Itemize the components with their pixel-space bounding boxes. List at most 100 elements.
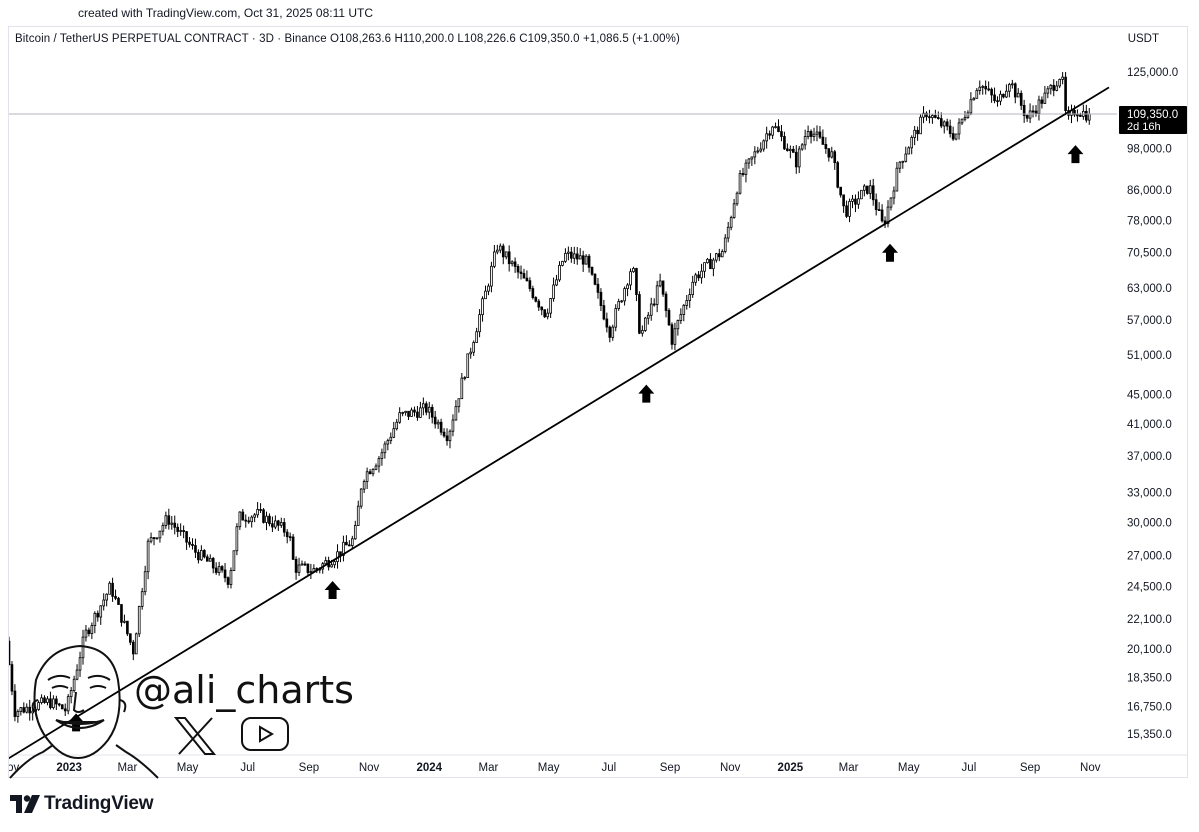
candle-body	[679, 314, 683, 321]
candle-body	[490, 265, 493, 287]
candle-body	[543, 309, 547, 318]
candle-body	[1022, 104, 1026, 116]
candle-body	[670, 324, 674, 345]
candle-body	[102, 599, 106, 607]
candle-body	[309, 571, 313, 573]
candle-body	[818, 131, 822, 138]
candle-body	[81, 636, 85, 659]
tradingview-wordmark: TradingView	[44, 793, 154, 814]
candle-body	[259, 509, 262, 511]
candle-body	[75, 669, 79, 680]
candle-body	[457, 398, 461, 408]
candle-body	[552, 284, 555, 299]
candle-body	[800, 144, 804, 150]
candle-body	[768, 133, 771, 136]
y-tick-label: 18,350.0	[1127, 673, 1172, 685]
candle-body	[1040, 99, 1044, 104]
x-tick-label: Jul	[240, 762, 255, 774]
candle-body	[809, 131, 813, 137]
chart-frame[interactable]: 125,000.0 98,000.0 86,000.0 78,000.0 70,500.…	[8, 26, 1188, 778]
candle-body	[66, 696, 70, 712]
candle-body	[40, 697, 43, 703]
candle-body	[294, 558, 298, 573]
candle-body	[469, 351, 473, 355]
candle-body	[685, 300, 689, 306]
y-tick-label: 20,100.0	[1127, 644, 1172, 656]
candle-body	[1019, 92, 1023, 106]
candle-body	[969, 99, 973, 114]
candle-body	[13, 690, 17, 717]
support-arrow-icon	[881, 243, 898, 262]
candle-body	[564, 252, 567, 262]
candle-body	[744, 162, 748, 175]
y-tick-label: 15,350.0	[1127, 729, 1172, 741]
candle-body	[827, 148, 831, 158]
candle-body	[410, 409, 413, 417]
candle-body	[451, 419, 455, 432]
candle-body	[732, 203, 736, 219]
candle-body	[948, 125, 952, 134]
candle-body	[919, 116, 922, 135]
candle-body	[747, 158, 751, 164]
candle-body	[1002, 93, 1005, 98]
candle-body	[765, 133, 768, 142]
candle-body	[865, 185, 869, 194]
candle-body	[587, 255, 591, 268]
candle-body	[578, 255, 582, 260]
y-tick-label: 22,100.0	[1127, 614, 1172, 626]
support-arrow-icon	[324, 580, 341, 599]
candle-body	[1064, 76, 1067, 111]
y-tick-label: 78,000.0	[1127, 216, 1172, 228]
candle-body	[93, 612, 97, 626]
created-with-text: created with TradingView.com, Oct 31, 20…	[78, 6, 374, 20]
candle-body	[824, 144, 828, 149]
candle-body	[217, 566, 221, 573]
candle-body	[134, 633, 138, 655]
ali-charts-watermark	[9, 644, 289, 779]
candle-body	[516, 266, 520, 273]
candle-body	[303, 563, 307, 566]
candle-body	[407, 410, 410, 417]
candle-body	[925, 112, 928, 118]
support-arrow-icon	[1067, 145, 1084, 164]
candle-body	[572, 253, 576, 259]
candle-body	[629, 271, 632, 286]
candle-body	[448, 430, 452, 442]
candle-body	[43, 697, 46, 703]
candle-body	[371, 468, 375, 475]
candle-body	[1052, 84, 1056, 91]
candle-body	[297, 564, 301, 573]
y-tick-label: 41,000.0	[1127, 419, 1172, 431]
candle-body	[507, 251, 511, 265]
candle-body	[546, 312, 549, 318]
candle-body	[235, 526, 239, 552]
x-tick-label: Nov	[1080, 762, 1101, 774]
candle-body	[777, 126, 780, 132]
candle-body	[223, 569, 227, 579]
candle-body	[845, 205, 848, 217]
candle-body	[717, 253, 721, 258]
candle-body	[567, 251, 570, 254]
x-logo-icon	[173, 717, 217, 755]
candle-body	[454, 406, 458, 421]
candle-body	[644, 317, 647, 331]
footer-logo[interactable]: TradingView	[10, 793, 154, 815]
y-tick-label: 24,500.0	[1127, 581, 1172, 593]
candle-body	[28, 706, 32, 714]
candlestick-chart[interactable]: 125,000.0 98,000.0 86,000.0 78,000.0 70,500.…	[9, 27, 1188, 778]
candle-body	[244, 519, 248, 522]
candle-body	[87, 629, 91, 635]
candle-body	[910, 137, 914, 149]
candle-body	[794, 151, 798, 168]
candle-body	[430, 406, 434, 418]
candle-body	[620, 300, 623, 303]
candle-body	[703, 262, 706, 272]
candle-body	[1087, 113, 1091, 121]
candle-body	[688, 294, 692, 301]
support-arrow-icon	[638, 384, 655, 403]
candle-body	[478, 314, 481, 333]
candle-body	[803, 136, 807, 146]
candle-body	[922, 112, 925, 118]
candle-body	[729, 217, 733, 228]
candle-body	[549, 298, 552, 314]
